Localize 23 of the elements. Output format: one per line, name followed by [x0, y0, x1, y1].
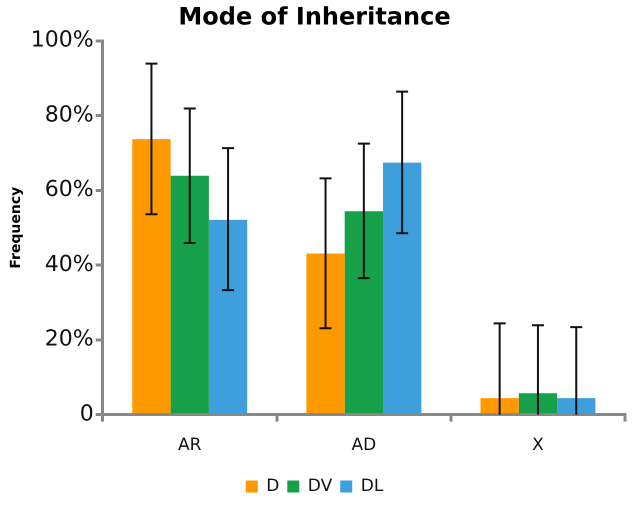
- chart-title: Mode of Inheritance: [178, 2, 451, 31]
- y-axis-title: Frequency: [8, 186, 24, 269]
- y-tick-label: 0: [80, 401, 94, 426]
- y-tick-label: 100%: [30, 28, 94, 53]
- bar: [344, 211, 383, 414]
- bar: [208, 220, 248, 414]
- bar: [170, 176, 209, 414]
- bar: [132, 139, 171, 414]
- y-tick-label: 40%: [44, 252, 94, 277]
- y-tick-label: 60%: [44, 177, 94, 202]
- legend-label: DV: [308, 476, 333, 496]
- y-tick-label: 20%: [44, 326, 94, 352]
- x-tick-label: AR: [178, 435, 202, 456]
- bar: [480, 398, 519, 414]
- bar: [306, 253, 345, 414]
- legend-label: DL: [360, 476, 384, 496]
- bar: [557, 398, 596, 414]
- legend-label: D: [266, 476, 280, 496]
- bar: [383, 162, 422, 414]
- x-tick-label: AD: [351, 435, 376, 456]
- x-tick-label: X: [532, 435, 544, 456]
- y-tick-label: 80%: [44, 102, 94, 128]
- bar: [518, 393, 558, 414]
